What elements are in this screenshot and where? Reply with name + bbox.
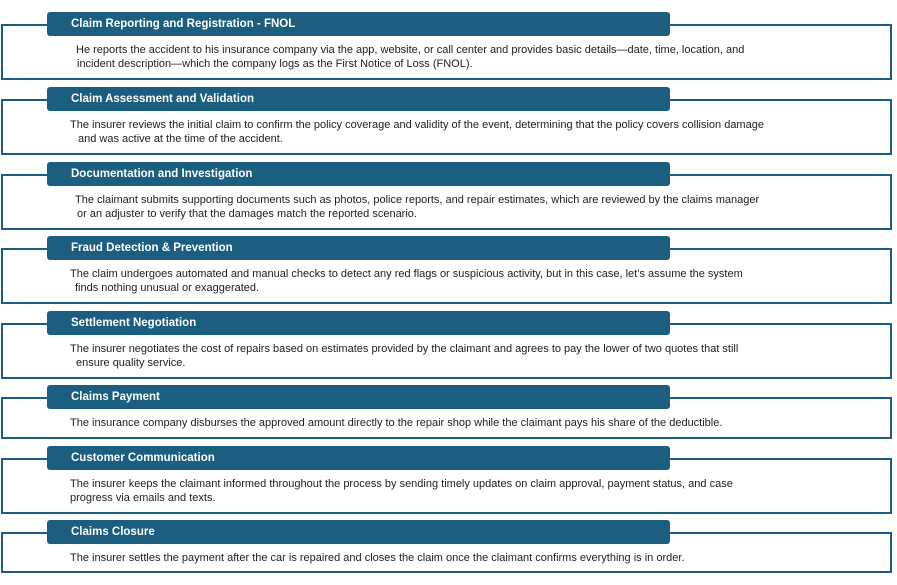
step-description: The claim undergoes automated and manual… [70,268,743,280]
step-title: Claim Assessment and Validation [47,87,670,111]
step-title: Customer Communication [47,446,670,470]
step-description: or an adjuster to verify that the damage… [77,208,417,220]
step-description: The insurer settles the payment after th… [70,552,685,564]
step-title: Claims Closure [47,520,670,544]
step-title: Settlement Negotiation [47,311,670,335]
step-description: The insurer negotiates the cost of repai… [70,343,739,355]
step-description: finds nothing unusual or exaggerated. [75,282,260,294]
step-description: He reports the accident to his insurance… [76,44,745,56]
step-description: The insurer keeps the claimant informed … [70,478,733,490]
step-title: Claim Reporting and Registration - FNOL [47,12,670,36]
step-description: incident description—which the company l… [77,58,473,70]
step-title: Claims Payment [47,385,670,409]
step-title: Documentation and Investigation [47,162,670,186]
step-description: and was active at the time of the accide… [78,133,283,145]
step-title: Fraud Detection & Prevention [47,236,670,260]
step-description: The insurer reviews the initial claim to… [70,119,764,131]
step-description: progress via emails and texts. [70,492,216,504]
step-description: ensure quality service. [76,357,186,369]
step-description: The insurance company disburses the appr… [70,417,723,429]
step-description: The claimant submits supporting document… [75,194,760,206]
